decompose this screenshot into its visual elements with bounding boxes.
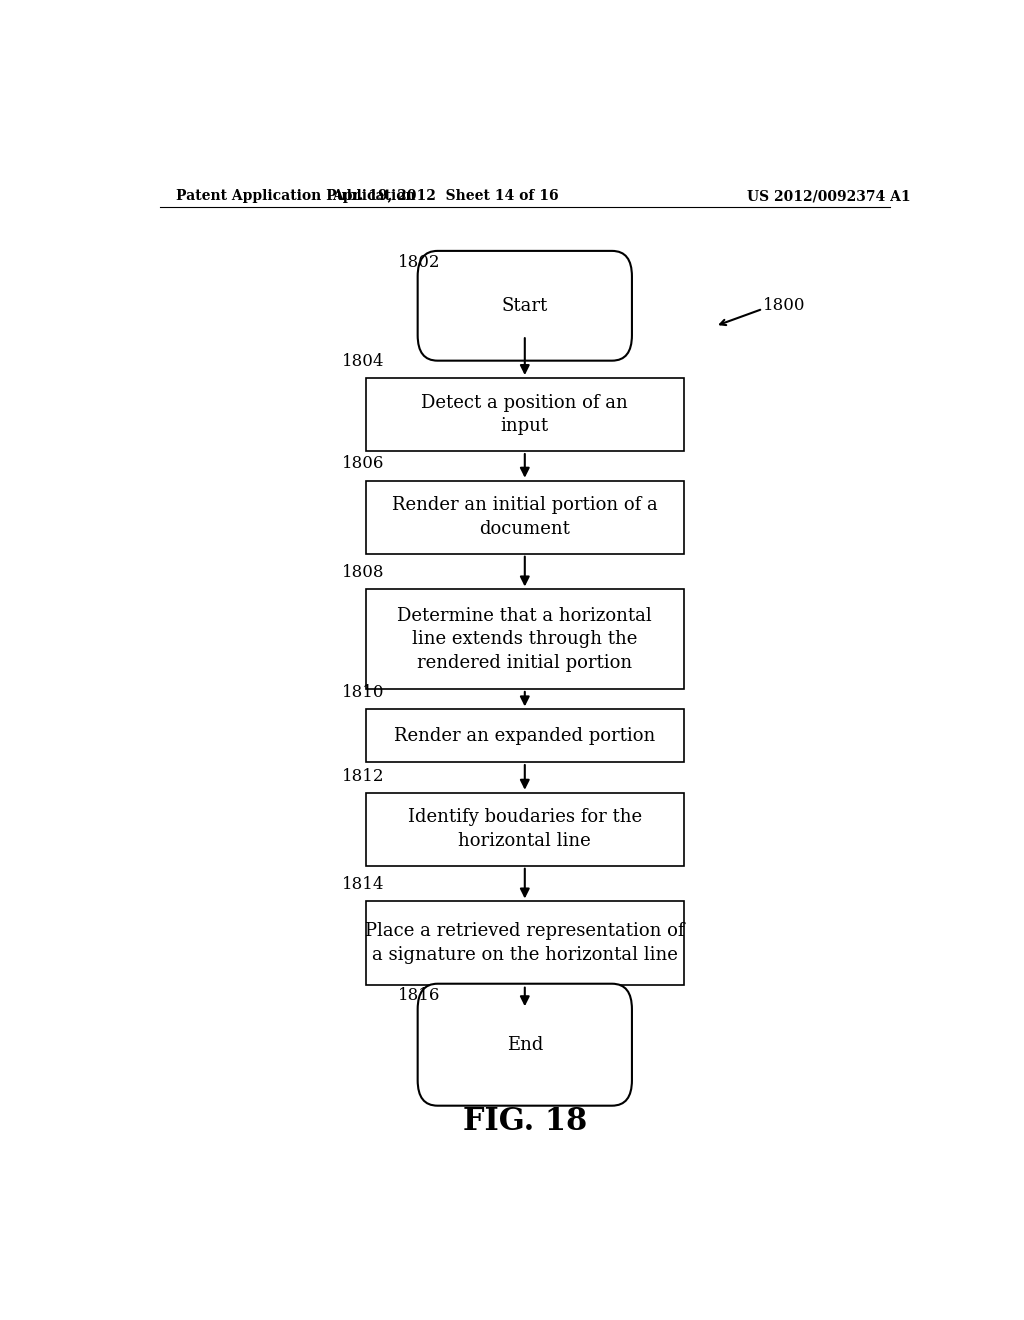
FancyBboxPatch shape [367,902,684,985]
FancyBboxPatch shape [367,792,684,866]
Text: Place a retrieved representation of
a signature on the horizontal line: Place a retrieved representation of a si… [365,923,685,964]
Text: Render an expanded portion: Render an expanded portion [394,727,655,744]
Text: End: End [507,1036,543,1053]
Text: 1806: 1806 [342,455,385,473]
FancyBboxPatch shape [418,251,632,360]
Text: 1814: 1814 [342,876,385,894]
Text: Identify boudaries for the
horizontal line: Identify boudaries for the horizontal li… [408,808,642,850]
Text: FIG. 18: FIG. 18 [463,1106,587,1138]
Text: Detect a position of an
input: Detect a position of an input [422,393,628,436]
Text: Apr. 19, 2012  Sheet 14 of 16: Apr. 19, 2012 Sheet 14 of 16 [332,189,559,203]
FancyBboxPatch shape [367,709,684,762]
Text: 1800: 1800 [763,297,806,314]
FancyBboxPatch shape [367,589,684,689]
Text: 1808: 1808 [342,564,385,581]
FancyBboxPatch shape [367,378,684,451]
Text: 1802: 1802 [397,255,440,271]
Text: Render an initial portion of a
document: Render an initial portion of a document [392,496,657,539]
Text: Determine that a horizontal
line extends through the
rendered initial portion: Determine that a horizontal line extends… [397,607,652,672]
Text: 1816: 1816 [397,987,440,1005]
Text: 1812: 1812 [342,767,385,784]
Text: Patent Application Publication: Patent Application Publication [176,189,416,203]
Text: Start: Start [502,297,548,314]
Text: 1804: 1804 [342,352,385,370]
Text: 1810: 1810 [342,684,385,701]
Text: US 2012/0092374 A1: US 2012/0092374 A1 [748,189,910,203]
FancyBboxPatch shape [367,480,684,554]
FancyBboxPatch shape [418,983,632,1106]
